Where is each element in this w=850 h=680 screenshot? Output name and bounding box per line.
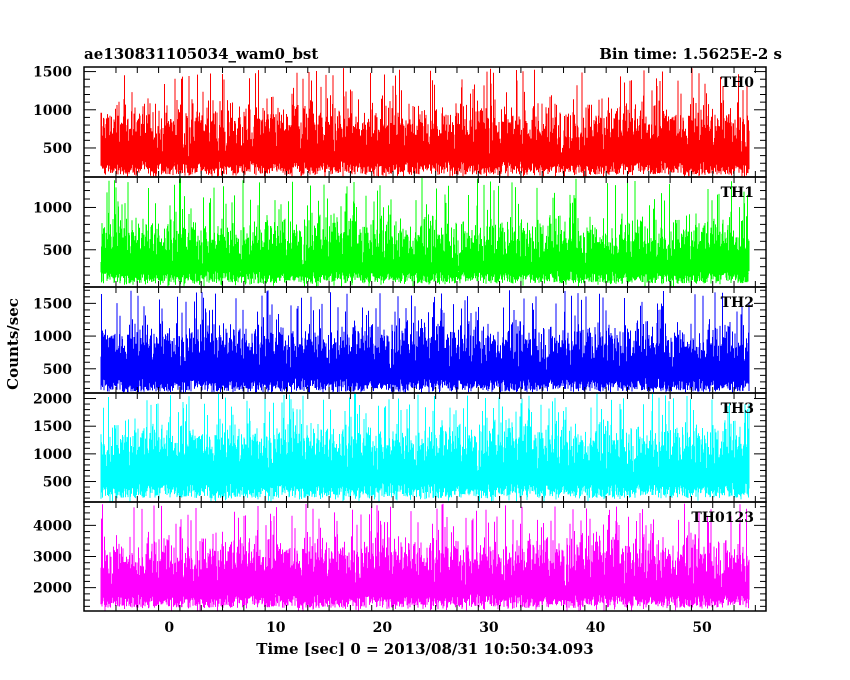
panel-label-th0123: TH0123 bbox=[691, 510, 754, 526]
panel-label-th1: TH1 bbox=[721, 185, 754, 201]
bin-time-label: Bin time: 1.5625E-2 s bbox=[599, 45, 782, 63]
y-tick-label: 1000 bbox=[33, 200, 72, 216]
trace-th0123 bbox=[100, 503, 750, 611]
y-tick-label: 500 bbox=[43, 243, 72, 259]
y-tick-label: 4000 bbox=[33, 518, 72, 534]
y-tick-label: 1000 bbox=[33, 447, 72, 463]
y-tick-label: 500 bbox=[43, 362, 72, 378]
y-tick-label: 2000 bbox=[33, 581, 72, 597]
trace-th1 bbox=[100, 177, 750, 287]
trace-th2 bbox=[100, 290, 750, 393]
y-tick-label: 1000 bbox=[33, 329, 72, 345]
y-tick-label: 1500 bbox=[33, 65, 72, 81]
x-tick-label: 20 bbox=[373, 620, 393, 636]
panel-label-th0: TH0 bbox=[721, 75, 755, 91]
y-tick-label: 1500 bbox=[33, 419, 72, 435]
x-tick-label: 40 bbox=[586, 620, 606, 636]
panel-th0123: 2000 3000 4000 TH0123 bbox=[33, 501, 767, 612]
panel-th0: 500 1000 1500 TH0 bbox=[33, 65, 767, 178]
y-tick-label: 2000 bbox=[33, 392, 72, 408]
panel-th1: 500 1000 TH1 bbox=[33, 176, 767, 288]
y-tick-label: 1000 bbox=[33, 103, 72, 119]
panel-label-th3: TH3 bbox=[721, 401, 754, 417]
panel-th2: 500 1000 1500 TH2 bbox=[33, 286, 767, 394]
y-tick-label: 500 bbox=[43, 475, 72, 491]
x-tick-label: 30 bbox=[479, 620, 499, 636]
y-tick-label: 3000 bbox=[33, 550, 72, 566]
panel-label-th2: TH2 bbox=[721, 295, 754, 311]
y-tick-label: 500 bbox=[43, 141, 72, 157]
y-tick-label: 1500 bbox=[33, 296, 72, 312]
trace-th3 bbox=[100, 393, 750, 502]
chart-title: ae130831105034_wam0_bst bbox=[84, 45, 318, 63]
x-tick-label: 10 bbox=[266, 620, 286, 636]
x-tick-label: 50 bbox=[692, 620, 712, 636]
y-axis-label: Counts/sec bbox=[4, 298, 22, 390]
panel-th3: 500 1000 1500 2000 TH3 bbox=[33, 392, 767, 503]
x-axis-label: Time [sec] 0 = 2013/08/31 10:50:34.093 bbox=[256, 640, 593, 658]
trace-th0 bbox=[100, 68, 750, 177]
x-tick-label: 0 bbox=[164, 620, 174, 636]
